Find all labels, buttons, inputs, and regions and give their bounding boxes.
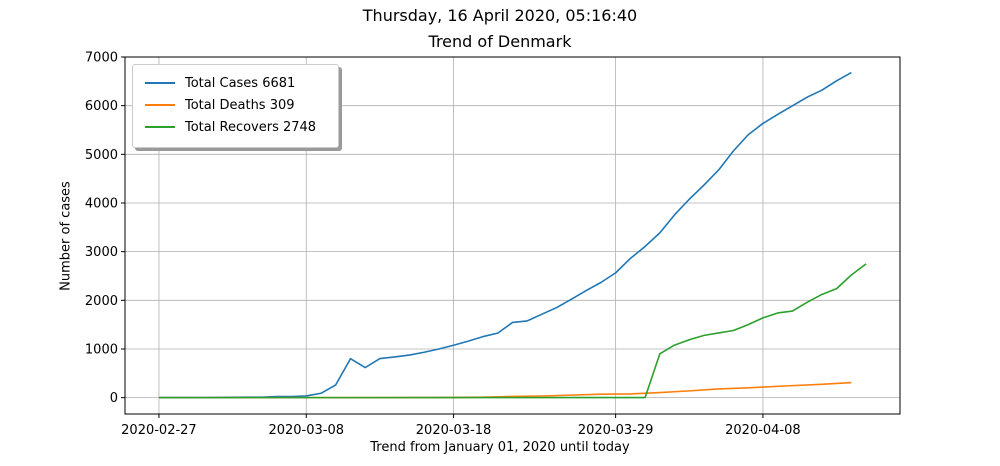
x-tick-label: 2020-02-27 [121,423,197,438]
legend-label-recovers: Total Recovers 2748 [185,119,317,135]
x-tick-label: 2020-03-18 [416,423,492,438]
x-axis-label: Trend from January 01, 2020 until today [370,440,630,455]
legend-item-deaths: Total Deaths 309 [145,95,295,115]
y-tick-label: 6000 [85,99,118,114]
y-tick-label: 7000 [85,51,118,66]
legend-swatch-recovers [145,126,175,128]
chart-title: Thursday, 16 April 2020, 05:16:40 [362,6,638,25]
x-tick-label: 2020-03-08 [268,423,344,438]
legend-item-cases: Total Cases 6681 [145,73,295,93]
legend: Total Cases 6681 Total Deaths 309 Total … [132,64,339,148]
x-tick-label: 2020-04-08 [725,423,801,438]
legend-swatch-deaths [145,104,175,106]
legend-label-cases: Total Cases 6681 [185,75,296,91]
series-line-deaths [158,381,852,399]
y-tick-label: 2000 [85,294,118,309]
axes: 0 1000 2000 3000 4000 5000 6000 7000 2020-02-27 2… [85,51,801,439]
series-line-recovers [158,263,867,399]
y-tick-label: 0 [110,391,118,406]
y-tick-label: 4000 [85,196,118,211]
chart-subtitle: Trend of Denmark [428,32,572,51]
x-tick-label: 2020-03-29 [578,423,654,438]
series-lines [158,71,867,399]
legend-item-recovers: Total Recovers 2748 [145,117,316,137]
plot-frame [124,56,901,415]
y-tick-label: 1000 [85,342,118,357]
legend-label-deaths: Total Deaths 309 [185,97,295,113]
legend-swatch-cases [145,82,175,84]
y-tick-label: 3000 [85,245,118,260]
series-line-cases [158,71,852,399]
y-tick-label: 5000 [85,148,118,163]
y-axis-label: Number of cases [58,181,74,291]
